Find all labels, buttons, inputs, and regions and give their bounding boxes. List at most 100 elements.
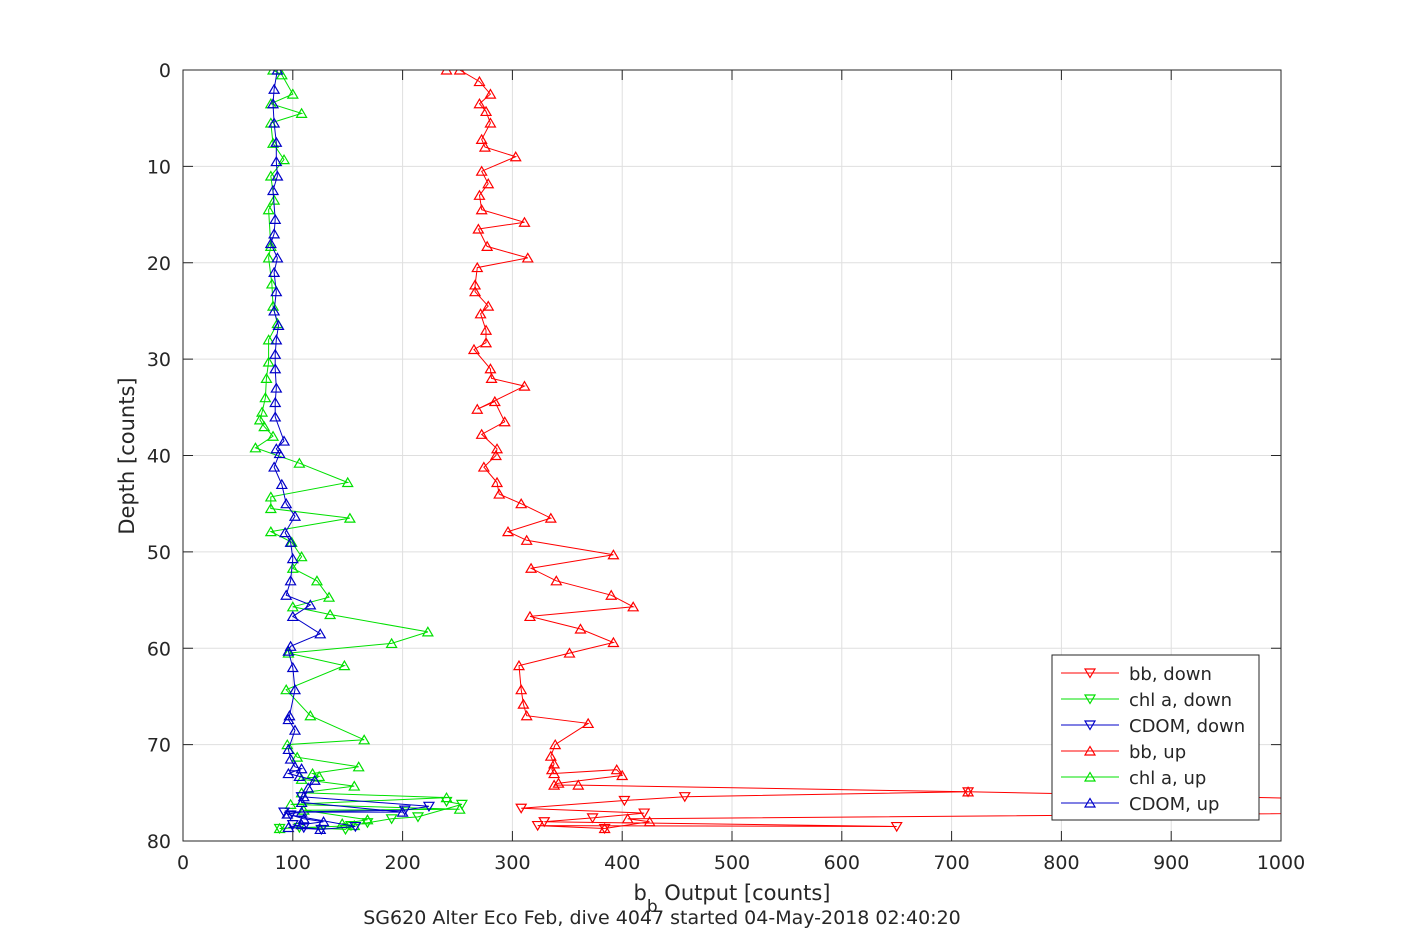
x-axis-ticks: 0 100 200 300 400 500 600 700 800 900 1000	[177, 70, 1305, 874]
data-point-cdom-up	[288, 510, 302, 521]
data-point-cdom-up	[284, 536, 297, 547]
data-point-cdom-up	[302, 782, 315, 793]
data-point-chl-a-up	[262, 252, 275, 263]
legend-label: chl a, up	[1129, 768, 1206, 789]
data-point-bb-up	[572, 779, 585, 790]
data-point-cdom-up	[286, 610, 299, 622]
data-point-cdom-up	[304, 599, 317, 610]
data-point-bb-up	[518, 216, 531, 227]
data-point-cdom-up	[282, 645, 295, 656]
legend-marker	[1083, 720, 1097, 731]
legend-items: bb, down chl a, down CDOM, down bb, up chl a…	[1061, 664, 1245, 815]
data-point-chl-a-up	[293, 457, 306, 468]
data-point-bb-up	[563, 647, 576, 658]
series-line-bb-down	[521, 791, 969, 829]
data-point-chl-a-up	[310, 575, 324, 586]
legend-box	[1051, 654, 1260, 821]
data-point-bb-up	[517, 698, 530, 709]
data-point-bb-up	[488, 395, 501, 407]
data-point-cdom-down	[284, 810, 297, 821]
x-tick-label: 1000	[1257, 852, 1305, 874]
data-point-chl-a-up	[264, 491, 277, 502]
data-point-cdom-up	[277, 435, 291, 446]
data-point-bb-up	[475, 133, 488, 144]
data-point-chl-a-up	[266, 137, 280, 148]
data-point-bb-up	[482, 178, 495, 189]
data-point-bb-up	[471, 261, 484, 273]
data-point-cdom-up	[270, 136, 283, 147]
data-point-cdom-down	[422, 801, 436, 812]
data-point-chl-a-up	[322, 591, 336, 602]
legend-label: bb, down	[1129, 664, 1212, 685]
data-point-chl-a-up	[249, 442, 262, 453]
data-point-cdom-up	[282, 767, 295, 779]
data-point-cdom-up	[269, 348, 282, 359]
data-point-chl-a-up	[266, 300, 280, 311]
data-point-bb-up	[484, 363, 497, 374]
data-point-bb-up	[518, 380, 531, 391]
data-point-cdom-up	[284, 575, 297, 586]
data-point-chl-a-up	[324, 608, 337, 620]
data-point-bb-down	[638, 808, 651, 819]
x-tick-label: 200	[384, 852, 420, 874]
data-point-bb-up	[485, 372, 498, 383]
data-point-bb-up	[512, 659, 526, 671]
legend-marker	[1083, 745, 1097, 756]
data-point-cdom-up	[268, 266, 281, 277]
data-point-chl-a-up	[262, 334, 275, 345]
data-point-chl-a-up	[264, 525, 277, 537]
data-point-bb-up	[515, 684, 528, 695]
data-point-chl-a-up	[341, 476, 354, 488]
data-point-bb-up	[482, 300, 495, 311]
data-point-bb-down	[962, 787, 975, 798]
data-point-cdom-up	[281, 808, 294, 819]
data-point-chl-a-up	[286, 88, 299, 99]
series-layer	[249, 70, 1281, 836]
data-point-bb-down	[618, 795, 631, 807]
data-point-bb-up	[523, 610, 537, 622]
y-tick-label: 60	[147, 638, 171, 660]
legend-entry-cdom-down: CDOM, down	[1061, 716, 1245, 737]
data-point-bb-up	[481, 240, 494, 251]
x-tick-label: 400	[604, 852, 640, 874]
data-point-cdom-down	[315, 824, 328, 836]
data-point-cdom-up	[271, 70, 284, 75]
data-point-bb-up	[479, 324, 493, 335]
series-chl-a-down	[273, 796, 468, 836]
legend: bb, down chl a, down CDOM, down bb, up chl a…	[1051, 654, 1260, 821]
data-point-chl-a-down	[455, 799, 468, 811]
data-point-bb-up	[493, 488, 506, 499]
data-point-bb-up	[544, 750, 557, 761]
data-point-cdom-up	[272, 319, 285, 330]
data-point-cdom-down	[286, 820, 299, 831]
data-point-chl-a-up	[277, 153, 291, 165]
data-point-chl-a-up	[361, 814, 374, 825]
x-axis-label-rest: Output [counts]	[658, 881, 831, 905]
legend-marker	[1083, 771, 1097, 782]
data-point-cdom-up	[295, 763, 308, 774]
data-point-bb-up	[469, 279, 482, 290]
data-point-bb-up	[471, 403, 484, 414]
legend-entry-cdom-up: CDOM, up	[1061, 794, 1219, 815]
data-point-cdom-up	[271, 170, 284, 181]
data-point-chl-a-up	[282, 647, 295, 658]
data-point-bb-up	[605, 589, 618, 600]
data-point-chl-a-down	[361, 818, 374, 829]
data-point-bb-up	[498, 416, 511, 427]
data-point-cdom-up	[270, 155, 283, 167]
series-line-cdom-up	[270, 70, 403, 830]
data-point-bb-up	[548, 767, 561, 779]
y-axis-label: Depth [counts]	[115, 377, 139, 534]
data-point-chl-a-up	[280, 684, 293, 695]
data-point-bb-up	[484, 88, 497, 99]
data-point-bb-up	[477, 461, 490, 472]
data-point-bb-up	[474, 308, 487, 319]
data-point-bb-up	[475, 204, 488, 215]
data-point-bb-up	[521, 252, 534, 263]
data-point-bb-down	[890, 821, 903, 833]
data-point-chl-a-down	[411, 812, 425, 823]
legend-label: chl a, down	[1129, 690, 1232, 711]
data-point-bb-down	[515, 803, 528, 814]
data-point-bb-up	[520, 710, 533, 721]
